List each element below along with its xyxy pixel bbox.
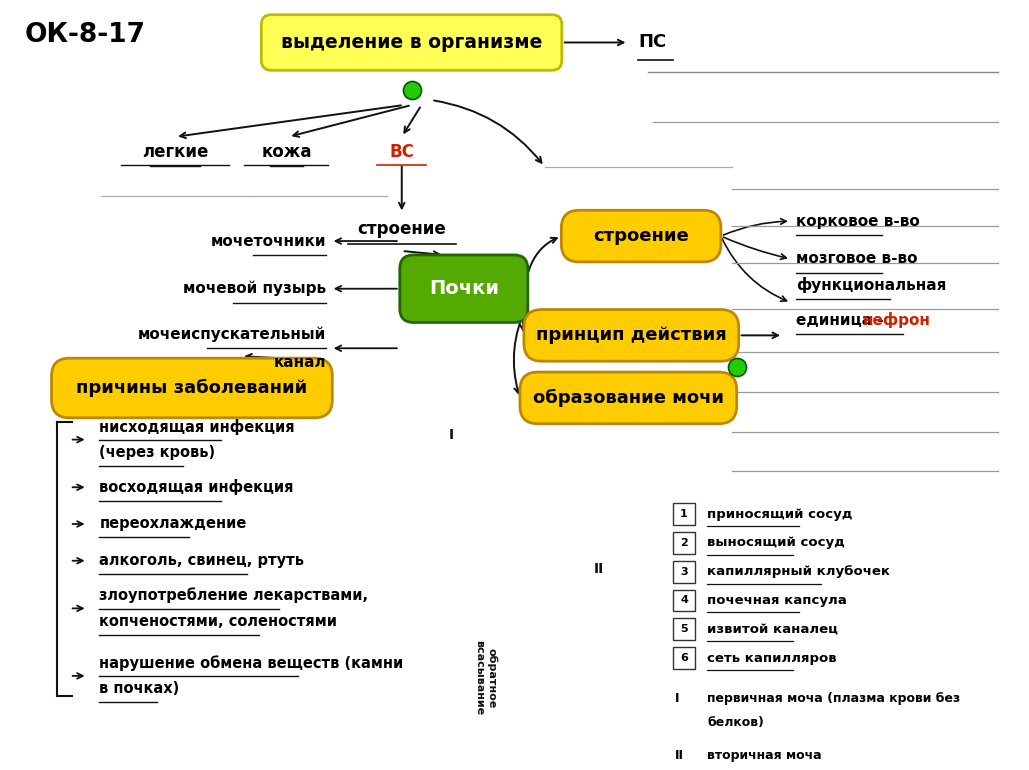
Text: ОК-8-17: ОК-8-17: [25, 22, 145, 48]
Text: нарушение обмена веществ (камни: нарушение обмена веществ (камни: [100, 655, 403, 671]
Text: алкоголь, свинец, ртуть: алкоголь, свинец, ртуть: [100, 553, 305, 568]
Text: канал: канал: [274, 355, 326, 370]
Text: легкие: легкие: [142, 142, 208, 161]
Text: капиллярный клубочек: капиллярный клубочек: [707, 565, 890, 578]
FancyBboxPatch shape: [673, 532, 695, 554]
Text: 5: 5: [680, 624, 687, 634]
Text: строение: строение: [357, 220, 447, 238]
Text: единица -: единица -: [795, 313, 889, 328]
FancyBboxPatch shape: [261, 15, 562, 70]
FancyBboxPatch shape: [524, 310, 739, 361]
Text: принцип действия: принцип действия: [536, 326, 726, 344]
Text: белков): белков): [707, 715, 764, 728]
Text: выносящий сосуд: выносящий сосуд: [707, 537, 845, 549]
Text: копченостями, соленостями: копченостями, соленостями: [100, 614, 338, 629]
Text: (через кровь): (через кровь): [100, 445, 215, 460]
Text: сеть капилляров: сеть капилляров: [707, 651, 837, 665]
FancyBboxPatch shape: [673, 503, 695, 525]
Text: почечная капсула: почечная капсула: [707, 594, 847, 607]
Text: функциональная: функциональная: [795, 276, 946, 293]
Text: мочеточники: мочеточники: [210, 233, 326, 249]
FancyBboxPatch shape: [400, 255, 528, 323]
Text: вторичная моча: вторичная моча: [707, 749, 822, 762]
Text: в почках): в почках): [100, 681, 180, 696]
Text: ПС: ПС: [638, 33, 667, 52]
Text: ВС: ВС: [389, 142, 415, 161]
Text: выделение в организме: выделение в организме: [281, 33, 542, 52]
Text: 6: 6: [680, 653, 688, 663]
Text: восходящая инфекция: восходящая инфекция: [100, 479, 294, 495]
Text: строение: строение: [594, 227, 689, 245]
Text: первичная моча (плазма крови без: первичная моча (плазма крови без: [707, 691, 960, 705]
Text: извитой каналец: извитой каналец: [707, 623, 839, 636]
Text: кожа: кожа: [261, 142, 312, 161]
Text: II: II: [675, 749, 683, 762]
Text: 1: 1: [680, 509, 687, 519]
Text: обратное
всасывание: обратное всасывание: [474, 641, 497, 715]
Text: мозговое в-во: мозговое в-во: [795, 252, 917, 266]
Text: злоупотребление лекарствами,: злоупотребление лекарствами,: [100, 588, 368, 604]
Text: переохлаждение: переохлаждение: [100, 517, 247, 531]
Text: нисходящая инфекция: нисходящая инфекция: [100, 419, 295, 435]
Text: приносящий сосуд: приносящий сосуд: [707, 507, 853, 521]
FancyBboxPatch shape: [673, 561, 695, 583]
Text: мочевой пузырь: мочевой пузырь: [183, 281, 326, 296]
FancyBboxPatch shape: [562, 210, 721, 262]
FancyBboxPatch shape: [520, 372, 737, 424]
FancyBboxPatch shape: [673, 647, 695, 669]
Text: 2: 2: [680, 538, 687, 547]
FancyBboxPatch shape: [51, 358, 332, 418]
Text: II: II: [594, 561, 604, 576]
Text: мочеиспускательный: мочеиспускательный: [138, 326, 326, 342]
Text: I: I: [449, 427, 454, 442]
Text: нефрон: нефрон: [862, 313, 930, 329]
Text: корковое в-во: корковое в-во: [795, 214, 920, 229]
Text: 4: 4: [680, 595, 688, 605]
Text: Почки: Почки: [429, 280, 499, 298]
FancyBboxPatch shape: [673, 590, 695, 611]
Text: 3: 3: [680, 567, 687, 577]
Text: образование мочи: образование мочи: [533, 389, 723, 407]
FancyBboxPatch shape: [673, 618, 695, 640]
Text: I: I: [675, 691, 679, 705]
Text: причины заболеваний: причины заболеваний: [76, 379, 308, 397]
